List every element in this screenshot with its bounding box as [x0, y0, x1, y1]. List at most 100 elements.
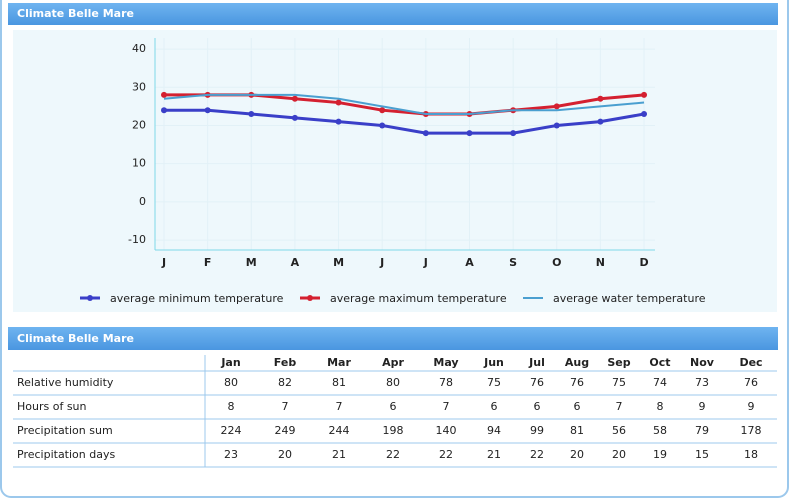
column-header: Apr — [382, 356, 404, 369]
x-tick-label: D — [639, 256, 648, 269]
point — [597, 118, 604, 125]
point — [422, 130, 429, 137]
series-line — [163, 93, 645, 116]
point — [466, 130, 473, 137]
cell: 6 — [534, 400, 541, 413]
cell: 99 — [530, 424, 544, 437]
legend-marker — [87, 295, 93, 301]
point — [597, 95, 604, 102]
chart-area — [13, 30, 777, 312]
x-tick-label: S — [509, 256, 517, 269]
table-title: Climate Belle Mare — [17, 332, 134, 345]
point — [510, 130, 517, 137]
cell: 76 — [744, 376, 758, 389]
point — [379, 107, 386, 114]
x-tick-label: J — [379, 256, 384, 269]
cell: 9 — [748, 400, 755, 413]
column-header: Dec — [739, 356, 762, 369]
column-header: May — [433, 356, 458, 369]
x-tick-label: J — [423, 256, 428, 269]
cell: 22 — [386, 448, 400, 461]
point — [553, 122, 560, 129]
cell: 22 — [439, 448, 453, 461]
point — [291, 95, 298, 102]
cell: 21 — [487, 448, 501, 461]
column-header: Jul — [528, 356, 545, 369]
cell: 56 — [612, 424, 626, 437]
cell: 7 — [443, 400, 450, 413]
point — [161, 107, 167, 114]
column-header: Aug — [565, 356, 589, 369]
cell: 23 — [224, 448, 238, 461]
cell: 7 — [336, 400, 343, 413]
cell: 6 — [491, 400, 498, 413]
cell: 6 — [574, 400, 581, 413]
cell: 58 — [653, 424, 667, 437]
x-tick-label: A — [291, 256, 300, 269]
chart-panel-title: Climate Belle Mare — [17, 7, 134, 20]
cell: 79 — [695, 424, 709, 437]
x-tick-label: O — [552, 256, 561, 269]
x-tick-label: A — [465, 256, 474, 269]
x-tick-label: F — [204, 256, 212, 269]
cell: 7 — [616, 400, 623, 413]
cell: 18 — [744, 448, 758, 461]
cell: 249 — [275, 424, 296, 437]
column-header: Jan — [220, 356, 240, 369]
cell: 73 — [695, 376, 709, 389]
x-tick-label: M — [246, 256, 257, 269]
column-header: Jun — [483, 356, 504, 369]
point — [204, 107, 211, 114]
row-label: Precipitation sum — [17, 424, 113, 437]
point — [335, 118, 342, 125]
cell: 81 — [570, 424, 584, 437]
legend-label: average water temperature — [553, 292, 706, 305]
x-tick-label: N — [596, 256, 605, 269]
cell: 9 — [699, 400, 706, 413]
point — [248, 111, 255, 118]
y-tick-label: 10 — [132, 157, 146, 170]
cell: 80 — [224, 376, 238, 389]
cell: 244 — [329, 424, 350, 437]
cell: 76 — [570, 376, 584, 389]
cell: 20 — [570, 448, 584, 461]
cell: 74 — [653, 376, 667, 389]
column-header: Oct — [649, 356, 670, 369]
legend-label: average maximum temperature — [330, 292, 507, 305]
y-tick-label: -10 — [128, 233, 146, 246]
x-tick-label: J — [161, 256, 166, 269]
cell: 8 — [228, 400, 235, 413]
y-tick-label: 20 — [132, 118, 146, 131]
x-tick-label: M — [333, 256, 344, 269]
cell: 94 — [487, 424, 501, 437]
y-tick-label: 0 — [139, 195, 146, 208]
cell: 20 — [612, 448, 626, 461]
cell: 224 — [221, 424, 242, 437]
series-line — [164, 108, 645, 135]
cell: 82 — [278, 376, 292, 389]
cell: 22 — [530, 448, 544, 461]
cell: 6 — [390, 400, 397, 413]
cell: 21 — [332, 448, 346, 461]
point — [641, 111, 648, 118]
y-tick-label: 40 — [132, 42, 146, 55]
table-header — [8, 327, 778, 350]
cell: 80 — [386, 376, 400, 389]
cell: 15 — [695, 448, 709, 461]
cell: 20 — [278, 448, 292, 461]
row-label: Relative humidity — [17, 376, 114, 389]
cell: 76 — [530, 376, 544, 389]
row-label: Hours of sun — [17, 400, 87, 413]
column-header: Feb — [274, 356, 297, 369]
cell: 75 — [612, 376, 626, 389]
cell: 19 — [653, 448, 667, 461]
y-tick-label: 30 — [132, 80, 146, 93]
column-header: Nov — [690, 356, 715, 369]
column-header: Sep — [607, 356, 630, 369]
chart-header — [8, 3, 778, 25]
cell: 78 — [439, 376, 453, 389]
point — [641, 91, 648, 98]
cell: 140 — [436, 424, 457, 437]
column-header: Mar — [327, 356, 351, 369]
